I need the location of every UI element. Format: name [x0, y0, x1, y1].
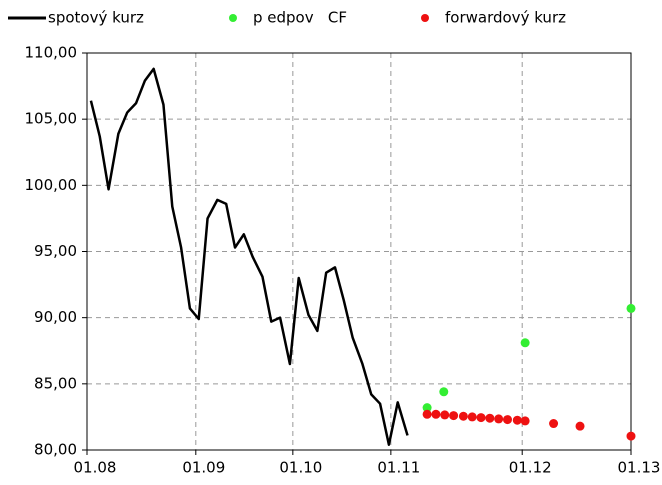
- point: [626, 303, 636, 313]
- point: [494, 414, 504, 424]
- point: [449, 411, 459, 421]
- y-tick-label: 105,00: [25, 110, 78, 128]
- point: [476, 413, 486, 423]
- legend-label: forwardový kurz: [445, 9, 566, 27]
- point: [520, 416, 530, 426]
- point: [467, 412, 477, 422]
- y-tick-label: 110,00: [25, 44, 78, 62]
- y-tick-label: 95,00: [34, 242, 77, 260]
- point: [485, 413, 495, 423]
- point: [575, 421, 585, 431]
- y-tick-label: 100,00: [25, 176, 78, 194]
- point: [440, 410, 450, 420]
- point: [422, 409, 432, 419]
- x-tick-label: 01.12: [509, 459, 552, 477]
- x-tick-label: 01.11: [377, 459, 420, 477]
- y-tick-label: 80,00: [34, 441, 77, 459]
- x-tick-label: 01.08: [74, 459, 117, 477]
- legend-label: spotový kurz: [48, 9, 144, 27]
- point: [520, 338, 530, 348]
- point: [422, 403, 432, 413]
- point: [626, 431, 636, 441]
- y-tick-label: 85,00: [34, 374, 77, 392]
- point: [512, 415, 522, 425]
- legend-swatch: [229, 14, 237, 22]
- spot-line: [89, 67, 409, 446]
- point: [502, 415, 512, 425]
- x-tick-label: 01.09: [182, 459, 225, 477]
- x-tick-label: 01.10: [279, 459, 322, 477]
- point: [458, 411, 468, 421]
- point: [431, 409, 441, 419]
- x-tick-label: 01.13: [618, 459, 661, 477]
- legend-swatch: [421, 14, 429, 22]
- y-tick-label: 90,00: [34, 308, 77, 326]
- point: [439, 387, 449, 397]
- legend-label: p edpov CF: [253, 9, 347, 27]
- plot-border: [86, 52, 632, 451]
- point: [549, 419, 559, 429]
